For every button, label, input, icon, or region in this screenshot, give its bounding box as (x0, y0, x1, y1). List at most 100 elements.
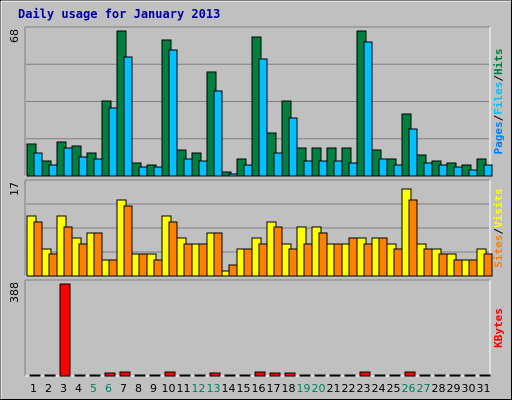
y-max-label: 388 (8, 282, 21, 303)
bar-files-17 (273, 152, 283, 177)
bar-kbytes-undefined (74, 374, 86, 377)
legend-separator: / (492, 228, 505, 235)
bar-sites-undefined (33, 221, 43, 277)
bar-sites-undefined (288, 248, 298, 277)
bar-files-13 (213, 90, 223, 177)
bar-files-11 (183, 158, 193, 177)
bar-files-23 (363, 41, 373, 177)
bar-kbytes-undefined (104, 372, 116, 377)
bar-kbytes-undefined (464, 374, 476, 377)
bar-sites-undefined (168, 221, 178, 277)
bar-files-19 (303, 160, 313, 177)
bar-sites-undefined (183, 243, 193, 277)
series-legend: Sites/Visits (492, 188, 505, 268)
panel-2: 17 Sites/Visits (8, 179, 505, 277)
bar-kbytes-undefined (389, 374, 401, 377)
bar-kbytes-undefined (314, 374, 326, 377)
bar-kbytes-undefined (359, 371, 371, 377)
bar-kbytes-undefined (149, 374, 161, 377)
bar-kbytes-undefined (134, 374, 146, 377)
bar-files-18 (288, 117, 298, 177)
bar-sites-undefined (333, 243, 343, 277)
bar-files-12 (198, 160, 208, 177)
legend-visits: Visits (492, 188, 505, 228)
legend-separator: / (492, 75, 505, 82)
bar-kbytes-undefined (284, 372, 296, 377)
bar-files-4 (78, 156, 88, 177)
bar-sites-undefined (153, 259, 163, 277)
legend-files: Files (492, 82, 505, 115)
legend-hits: Hits (492, 49, 505, 76)
plot-area (25, 280, 490, 376)
bar-sites-undefined (48, 253, 58, 277)
bar-files-9 (153, 166, 163, 177)
bar-files-3 (63, 147, 73, 177)
bar-kbytes-undefined (299, 374, 311, 377)
bar-kbytes-undefined (449, 374, 461, 377)
bar-kbytes-undefined (29, 374, 41, 377)
bar-files-25 (393, 164, 403, 177)
bar-sites-undefined (483, 253, 493, 277)
bar-kbytes-undefined (239, 374, 251, 377)
bar-files-8 (138, 166, 148, 177)
bar-kbytes-undefined (209, 372, 221, 377)
x-tick-label-15: 15 (237, 382, 251, 395)
x-tick-label-17: 17 (267, 382, 281, 395)
bar-kbytes-undefined (269, 372, 281, 377)
panel-3: 388 KBytes (8, 279, 505, 377)
bar-sites-undefined (438, 253, 448, 277)
x-tick-label-4: 4 (75, 382, 82, 395)
bar-sites-undefined (78, 243, 88, 277)
x-tick-label-20: 20 (312, 382, 326, 395)
x-tick-label-28: 28 (432, 382, 446, 395)
x-tick-label-16: 16 (252, 382, 266, 395)
x-tick-label-18: 18 (282, 382, 296, 395)
x-tick-label-8: 8 (135, 382, 142, 395)
bar-sites-undefined (348, 237, 358, 277)
bar-files-20 (318, 160, 328, 177)
x-tick-label-1: 1 (30, 382, 37, 395)
bar-sites-undefined (468, 259, 478, 277)
bar-files-22 (348, 162, 358, 177)
x-tick-label-13: 13 (207, 382, 221, 395)
legend-separator: / (492, 114, 505, 121)
x-tick-label-25: 25 (387, 382, 401, 395)
bar-files-10 (168, 49, 178, 177)
bar-sites-undefined (393, 248, 403, 277)
bar-files-16 (258, 58, 268, 177)
bar-files-31 (483, 164, 493, 177)
bar-sites-undefined (378, 237, 388, 277)
bar-sites-undefined (303, 243, 313, 277)
bar-kbytes-undefined (254, 371, 266, 377)
x-tick-label-6: 6 (105, 382, 112, 395)
bar-sites-undefined (63, 226, 73, 277)
bar-sites-undefined (93, 232, 103, 277)
bar-kbytes-undefined (164, 371, 176, 377)
chart-title: Daily usage for January 2013 (18, 7, 220, 21)
bar-files-28 (438, 164, 448, 177)
x-tick-label-31: 31 (477, 382, 491, 395)
bar-kbytes-undefined (329, 374, 341, 377)
x-tick-label-19: 19 (297, 382, 311, 395)
bar-files-14 (228, 173, 238, 177)
bar-files-29 (453, 166, 463, 177)
bar-sites-undefined (228, 264, 238, 277)
bar-sites-undefined (363, 243, 373, 277)
x-tick-label-24: 24 (372, 382, 386, 395)
x-tick-label-14: 14 (222, 382, 236, 395)
bar-files-26 (408, 128, 418, 177)
bar-sites-undefined (408, 199, 418, 277)
y-max-label: 68 (8, 29, 21, 43)
bar-files-21 (333, 160, 343, 177)
bar-sites-undefined (198, 243, 208, 277)
bar-files-7 (123, 56, 133, 177)
x-tick-label-11: 11 (177, 382, 191, 395)
x-tick-label-2: 2 (45, 382, 52, 395)
bar-sites-undefined (453, 259, 463, 277)
bar-kbytes-undefined (59, 283, 71, 377)
bar-files-27 (423, 162, 433, 177)
x-tick-label-10: 10 (162, 382, 176, 395)
bar-files-6 (108, 107, 118, 177)
